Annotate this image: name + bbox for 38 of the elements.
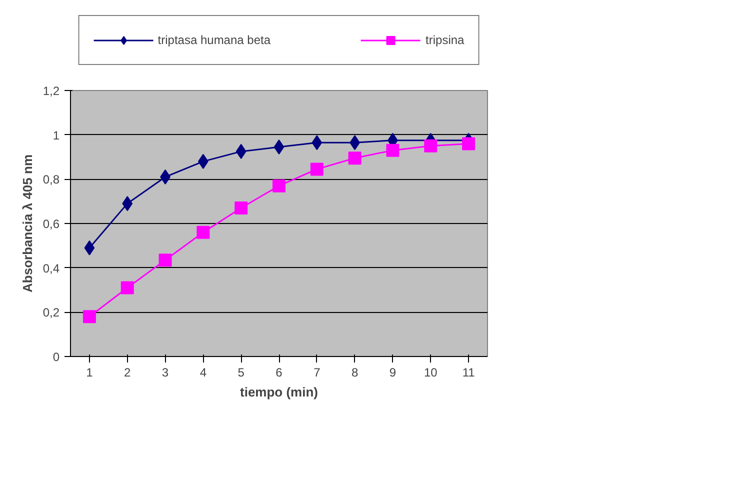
y-tick-label: 0: [52, 350, 60, 364]
y-tick-label: 1: [52, 128, 60, 142]
x-tick-label: 6: [276, 366, 283, 380]
legend-label: tripsina: [426, 33, 464, 47]
x-tick-label: 3: [162, 366, 169, 380]
point: [274, 140, 284, 155]
x-tick-label: 11: [462, 366, 476, 380]
point: [158, 254, 172, 267]
point: [312, 135, 322, 150]
x-tick-label: 9: [389, 366, 396, 380]
point: [386, 144, 400, 157]
point: [196, 226, 210, 239]
x-tick-label: 8: [351, 366, 358, 380]
point: [348, 152, 362, 165]
point: [462, 137, 476, 150]
point: [424, 139, 438, 152]
x-tick-label: 5: [238, 366, 245, 380]
x-tick-label: 4: [200, 366, 207, 380]
point: [236, 144, 246, 159]
legend-label: triptasa humana beta: [158, 33, 271, 47]
x-tick-label: 7: [314, 366, 321, 380]
y-tick-label: 0,4: [42, 261, 60, 276]
point: [122, 196, 133, 212]
y-tick-label: 1,2: [42, 84, 60, 98]
point: [82, 310, 96, 324]
point: [120, 281, 134, 294]
x-tick-label: 1: [86, 366, 94, 380]
x-tick-label: 10: [424, 366, 438, 380]
point: [84, 240, 95, 256]
x-axis-title: tiempo (min): [240, 384, 318, 400]
point: [234, 201, 248, 214]
y-tick-label: 0,6: [42, 217, 60, 231]
point: [272, 179, 286, 192]
y-tick-label: 0,8: [42, 172, 60, 187]
y-tick-label: 0,2: [42, 306, 60, 320]
point: [310, 162, 324, 176]
y-axis-title: Absorbancia λ 405 nm: [20, 154, 35, 292]
x-tick-label: 2: [124, 366, 132, 380]
